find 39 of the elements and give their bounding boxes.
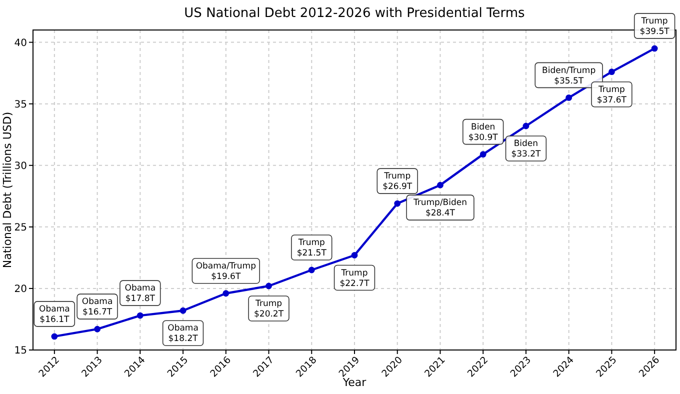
annotation: Obama $16.1T bbox=[39, 304, 70, 326]
point bbox=[351, 252, 358, 258]
annotation: Trump $39.5T bbox=[640, 16, 670, 38]
point bbox=[437, 182, 444, 188]
point bbox=[522, 122, 530, 130]
annotation: Obama $16.7T bbox=[82, 297, 113, 318]
point bbox=[94, 326, 100, 332]
y-axis-title: National Debt (Trillions USD) bbox=[1, 112, 14, 268]
annotation: Biden/Trump $35.5T bbox=[542, 66, 596, 86]
point bbox=[51, 333, 58, 340]
y-tick-label: 25 bbox=[14, 222, 27, 234]
annotation: Trump $21.5T bbox=[296, 238, 328, 259]
point bbox=[136, 312, 144, 319]
point bbox=[480, 151, 486, 158]
y-tick-label: 30 bbox=[14, 160, 27, 172]
annotation: Biden $30.9T bbox=[468, 122, 499, 143]
point bbox=[180, 307, 186, 314]
point bbox=[394, 200, 401, 207]
annotation: Trump $22.7T bbox=[340, 268, 370, 289]
point bbox=[266, 282, 272, 290]
annotation: Obama/Trump $19.6T bbox=[196, 261, 256, 282]
point bbox=[222, 290, 230, 297]
x-axis-title: Year bbox=[342, 376, 367, 389]
annotation: Biden $33.2T bbox=[511, 139, 542, 160]
y-tick-label: 15 bbox=[14, 346, 27, 356]
y-tick-label: 35 bbox=[14, 99, 27, 110]
y-tick-label: 20 bbox=[14, 284, 27, 295]
point bbox=[566, 94, 572, 101]
annotation: Trump $37.6T bbox=[596, 84, 628, 106]
point bbox=[651, 45, 658, 52]
annotation: Trump $26.9T bbox=[382, 172, 413, 192]
point bbox=[308, 266, 315, 274]
point bbox=[608, 68, 615, 76]
chart-title: US National Debt 2012-2026 with Presidential Terms bbox=[184, 6, 526, 21]
annotation: Trump/Biden $28.4T bbox=[412, 198, 468, 219]
annotation: Obama $17.8T bbox=[124, 284, 156, 304]
annotation: Trump $20.2T bbox=[254, 299, 284, 320]
annotation: Obama $18.2T bbox=[168, 324, 199, 344]
y-tick-label: 40 bbox=[14, 38, 27, 49]
